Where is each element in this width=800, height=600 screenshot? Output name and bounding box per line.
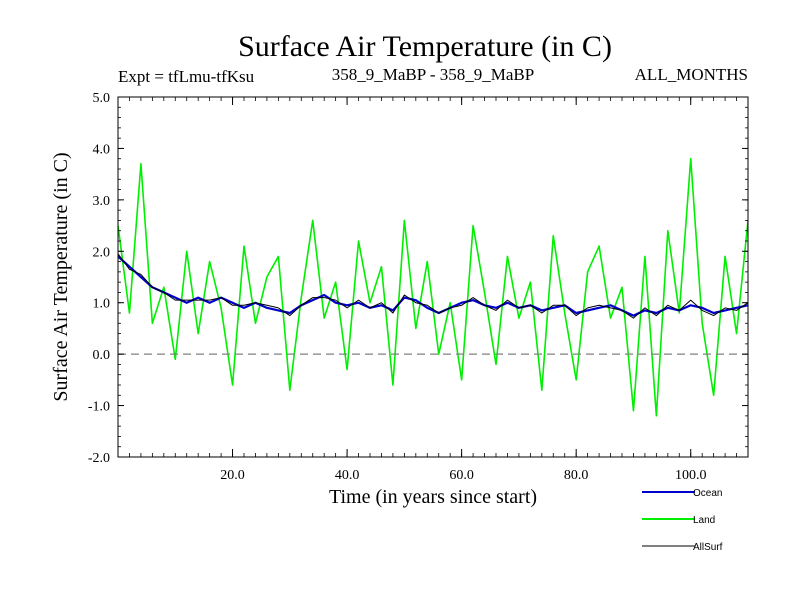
x-tick-label: 80.0: [564, 468, 589, 483]
x-tick-label: 40.0: [335, 468, 360, 483]
chart-title: Surface Air Temperature (in C): [238, 30, 612, 63]
y-tick-label: 1.0: [93, 297, 111, 312]
x-axis-title: Time (in years since start): [329, 486, 537, 508]
legend-label-ocean: Ocean: [693, 488, 722, 499]
legend-label-allsurf: AllSurf: [693, 542, 723, 553]
series-layer: [118, 157, 748, 417]
subtitle-center: 358_9_MaBP - 358_9_MaBP: [332, 65, 534, 84]
x-tick-label: 100.0: [675, 468, 707, 483]
y-tick-label: -2.0: [88, 451, 110, 466]
legend: Ocean Land AllSurf: [642, 488, 723, 553]
y-tick-label: 4.0: [93, 142, 111, 157]
y-tick-label: 5.0: [93, 91, 111, 106]
y-tick-label: 3.0: [93, 194, 111, 209]
x-axis: 20.0 40.0 60.0 80.0 100.0: [117, 97, 749, 483]
x-tick-label: 20.0: [220, 468, 245, 483]
y-axis: -2.0 -1.0 0.0 1.0 2.0 3.0 4.0 5.0: [88, 91, 748, 466]
subtitle-right: ALL_MONTHS: [635, 65, 748, 84]
plot-frame: [117, 96, 749, 458]
series-line-allsurf: [118, 253, 748, 319]
y-tick-label: -1.0: [88, 400, 110, 415]
subtitle-left: Expt = tfLmu-tfKsu: [118, 67, 255, 86]
y-tick-label: 2.0: [93, 245, 111, 260]
series-line-land: [118, 157, 748, 417]
y-tick-label: 0.0: [93, 348, 111, 363]
x-tick-label: 60.0: [449, 468, 474, 483]
y-axis-title: Surface Air Temperature (in C): [50, 152, 72, 401]
legend-label-land: Land: [693, 515, 715, 526]
plot-area: [117, 96, 749, 458]
